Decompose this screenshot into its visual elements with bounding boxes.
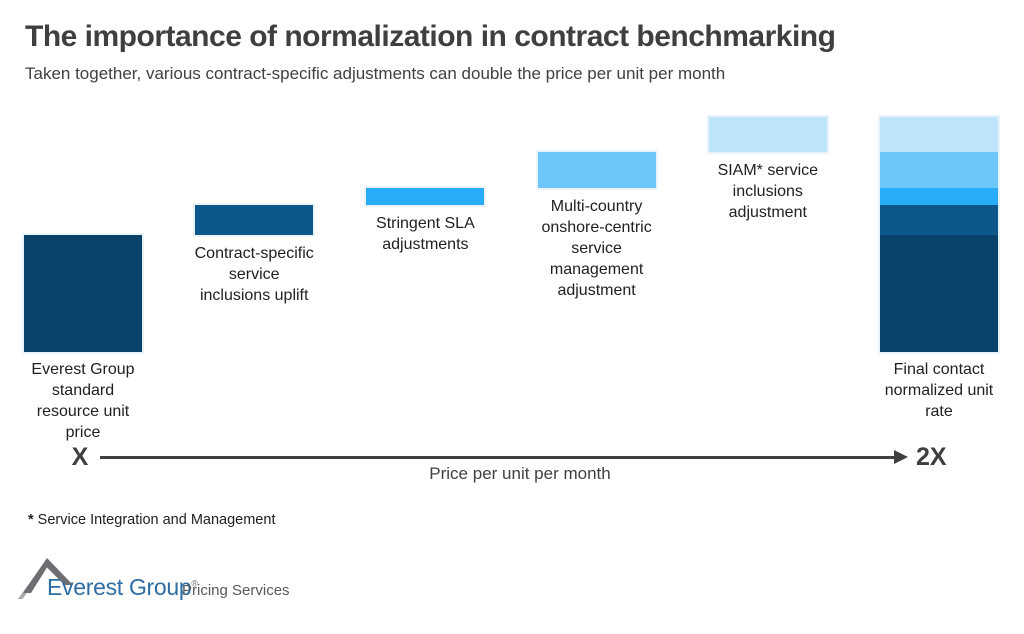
bar-label-step-2: Stringent SLA adjustments bbox=[376, 215, 475, 254]
page-subtitle: Taken together, various contract-specifi… bbox=[25, 64, 726, 83]
x-axis-arrow-line bbox=[100, 456, 896, 459]
total-bar-segment bbox=[880, 117, 998, 153]
x-axis-title: Price per unit per month bbox=[429, 464, 611, 483]
total-bar-segment bbox=[880, 234, 998, 352]
footnote: * Service Integration and Management bbox=[28, 512, 275, 528]
x-axis-start-label: X bbox=[71, 443, 89, 471]
arrow-right-icon bbox=[894, 450, 908, 464]
bar-label-step-3: Multi-country onshore-centric service ma… bbox=[541, 197, 652, 299]
bar-label-step-5: Final contact normalized unit rate bbox=[884, 361, 994, 420]
bar-step-4 bbox=[708, 117, 827, 153]
bar-step-2 bbox=[366, 187, 485, 206]
bar-label-step-0: Everest Group standard resource unit pri… bbox=[31, 361, 135, 441]
bar-label-step-1: Contract-specific service inclusions upl… bbox=[194, 244, 314, 304]
bar-step-0 bbox=[24, 234, 142, 352]
total-bar-segment bbox=[880, 205, 998, 235]
logo-brand-text: Everest Group® bbox=[47, 574, 198, 601]
logo-registered-mark: ® bbox=[191, 578, 198, 589]
total-bar-segment bbox=[880, 187, 998, 206]
footnote-marker: * bbox=[28, 512, 34, 528]
mountain-icon bbox=[18, 558, 73, 599]
logo-suffix-text: Pricing Services bbox=[182, 582, 290, 599]
bar-step-1 bbox=[195, 205, 314, 235]
total-bar-segment bbox=[880, 152, 998, 188]
logo: Everest Group® Pricing Services bbox=[16, 554, 336, 614]
logo-brand-name: Everest Group bbox=[47, 574, 192, 600]
page-title: The importance of normalization in contr… bbox=[25, 20, 836, 53]
x-axis-end-label: 2X bbox=[916, 443, 947, 471]
total-bar bbox=[880, 117, 998, 352]
bar-label-step-4: SIAM* service inclusions adjustment bbox=[717, 162, 819, 222]
bar-step-3 bbox=[537, 152, 656, 188]
footnote-text: Service Integration and Management bbox=[33, 512, 276, 528]
